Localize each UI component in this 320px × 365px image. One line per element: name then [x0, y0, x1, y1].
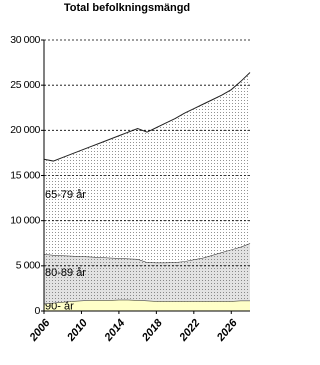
y-tick-label: 15 000: [10, 169, 40, 181]
y-tick-label: 20 000: [10, 124, 40, 136]
x-tick-label: 2014: [102, 317, 128, 344]
area: [44, 243, 250, 304]
x-tick-label: 2022: [177, 317, 203, 344]
series-label: 80-89 år: [45, 267, 86, 279]
x-tick-label: 2026: [214, 316, 240, 344]
y-tick-label: 25 000: [10, 79, 40, 91]
area: [44, 72, 250, 263]
x-tick-label: 2010: [64, 316, 90, 344]
series-label: 65-79 år: [45, 189, 86, 201]
chart-title: Total befolkningsmängd: [64, 2, 190, 14]
x-tick-label: 2018: [139, 316, 165, 344]
chart: Total befolkningsmängd 0 5 000 10 000 15 00…: [10, 2, 251, 344]
area: [44, 299, 250, 311]
y-tick-label: 5 000: [16, 260, 41, 272]
y-tick-label: 0: [35, 305, 41, 317]
x-tick-label: 2006: [27, 316, 53, 344]
y-tick-label: 10 000: [10, 214, 40, 226]
area-edge: [43, 72, 251, 162]
series-label: 90- år: [45, 300, 74, 312]
y-tick-label: 30 000: [10, 34, 40, 46]
